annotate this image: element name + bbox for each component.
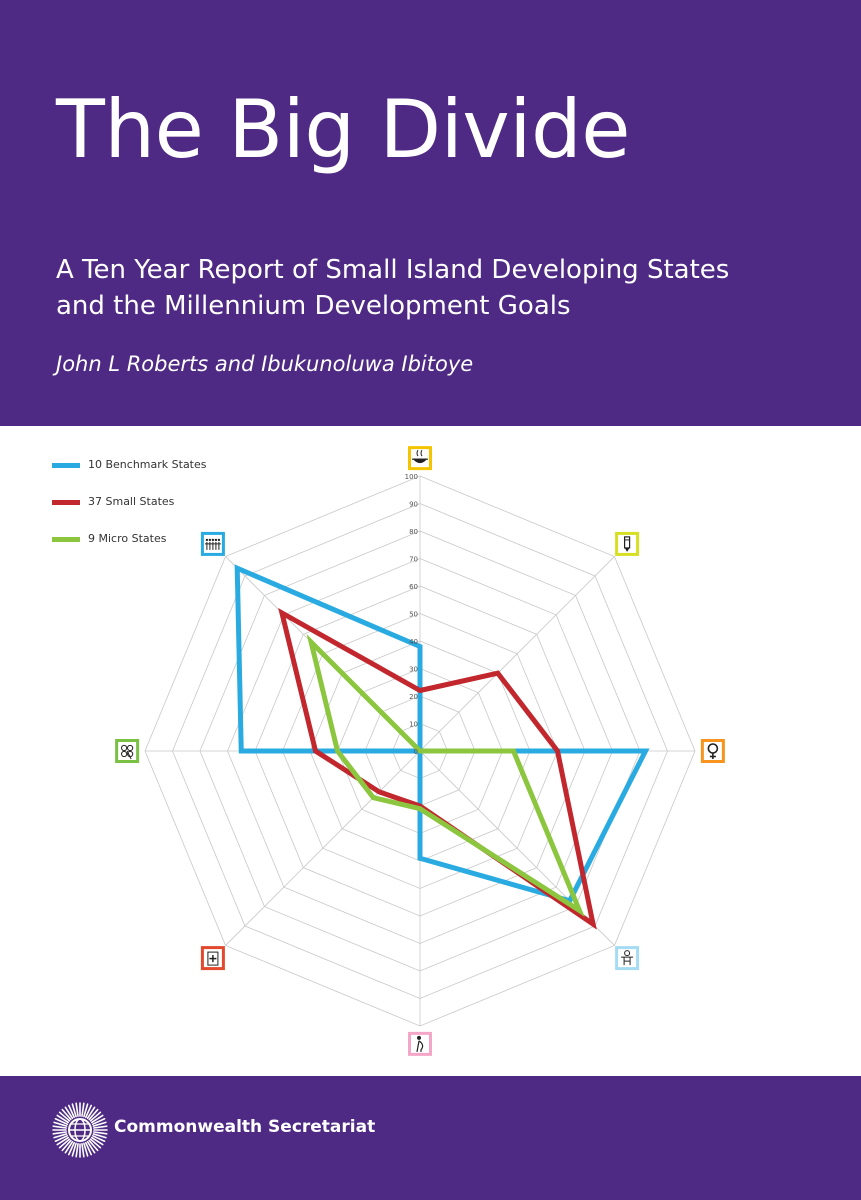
hunger-bowl-icon	[408, 446, 432, 471]
axis-spoke	[225, 750, 421, 946]
subtitle-line: and the Millennium Development Goals	[56, 291, 571, 321]
cover-footer-band: Commonwealth Secretariat	[0, 1076, 861, 1200]
scale-tick-label: 80	[409, 528, 418, 536]
legend-swatch	[52, 463, 80, 468]
global-partnership-icon	[200, 531, 225, 556]
medicine-hiv-icon	[200, 946, 225, 971]
axis-spoke	[419, 556, 615, 752]
legend-swatch	[52, 500, 80, 505]
legend-label: 10 Benchmark States	[88, 458, 207, 471]
scale-tick-label: 0	[414, 748, 418, 756]
legend-swatch	[52, 537, 80, 542]
education-pencil-icon	[615, 531, 640, 556]
scale-tick-label: 50	[409, 611, 418, 619]
gender-equality-icon	[700, 739, 725, 763]
subtitle-line: A Ten Year Report of Small Island Develo…	[56, 255, 730, 285]
scale-tick-label: 100	[405, 473, 418, 481]
legend-label: 37 Small States	[88, 495, 175, 508]
series-line	[234, 564, 650, 904]
scale-tick-label: 60	[409, 583, 418, 591]
radar-chart-area: 10 Benchmark States 37 Small States 9 Micr…	[0, 426, 861, 1076]
scale-tick-label: 20	[409, 693, 418, 701]
cover-subtitle: A Ten Year Report of Small Island Develo…	[56, 252, 836, 324]
scale-tick-label: 40	[409, 638, 418, 646]
publisher-name: Commonwealth Secretariat	[114, 1117, 376, 1137]
radar-chart: 0 10 20 30 40 50 60 70 80 90 100	[115, 446, 725, 1056]
cover-header-band: The Big Divide A Ten Year Report of Smal…	[0, 0, 861, 426]
maternal-health-icon	[408, 1031, 432, 1056]
scale-tick-label: 90	[409, 501, 418, 509]
series-line	[306, 634, 585, 917]
scale-tick-label: 30	[409, 666, 418, 674]
commonwealth-globe-logo-icon	[52, 1102, 108, 1158]
cover-title: The Big Divide	[56, 83, 630, 176]
scale-tick-label: 70	[409, 556, 418, 564]
scale-tick-label: 10	[409, 721, 418, 729]
series-line	[278, 607, 597, 930]
legend-label: 9 Micro States	[88, 532, 167, 545]
child-health-icon	[615, 946, 640, 971]
cover-authors: John L Roberts and Ibukunoluwa Ibitoye	[56, 352, 474, 376]
environment-clover-icon	[115, 739, 140, 763]
